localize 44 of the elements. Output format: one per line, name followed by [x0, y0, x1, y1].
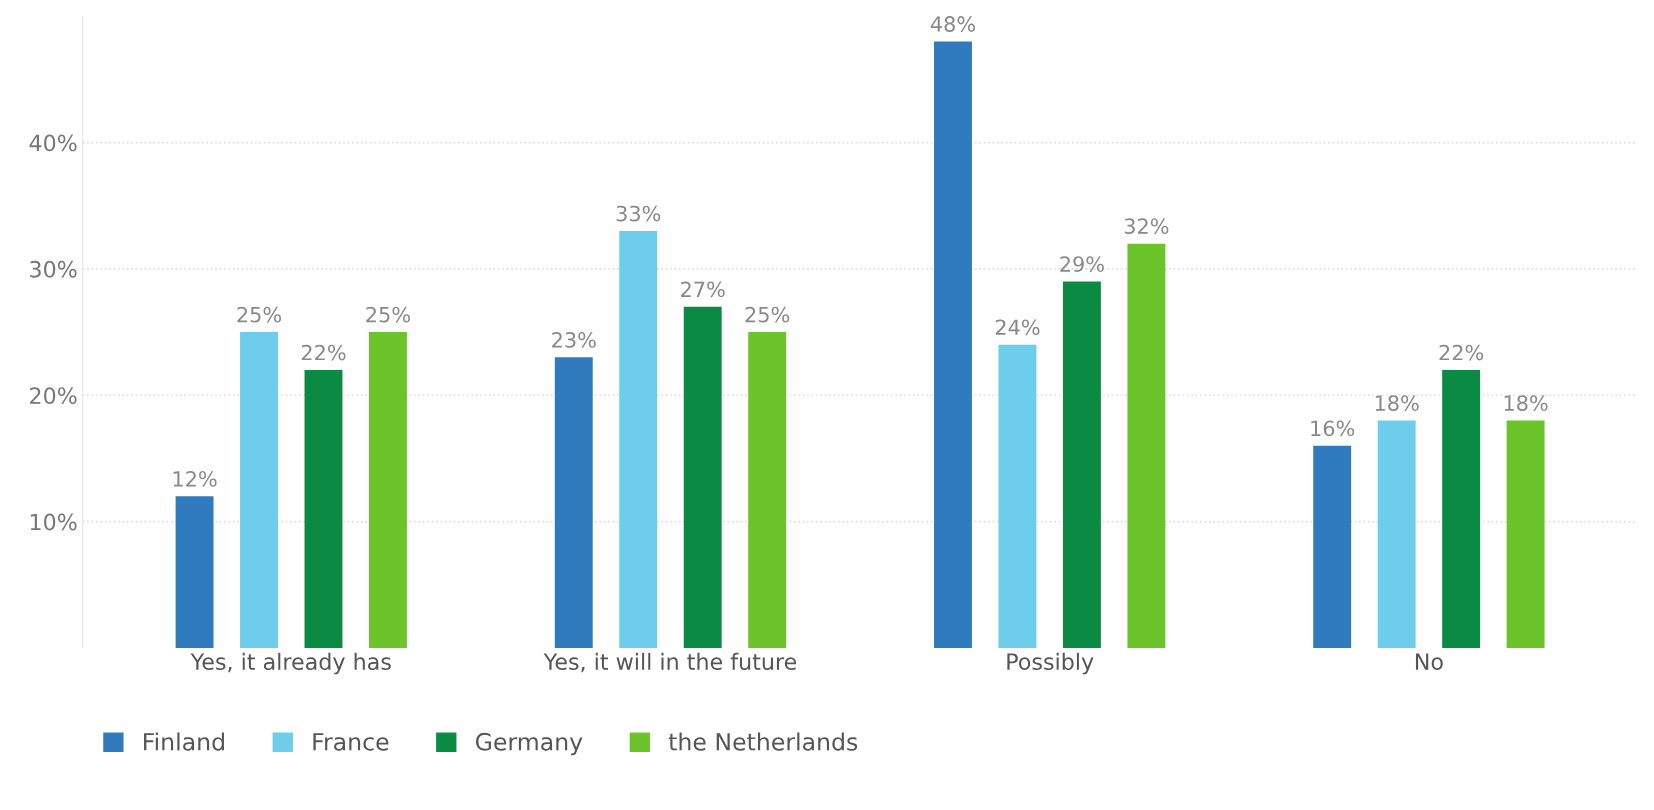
- x-tick-label: Yes, it will in the future: [543, 652, 797, 673]
- x-tick-label: Yes, it already has: [190, 652, 391, 675]
- y-tick-label: 10%: [30, 513, 77, 531]
- bar: [1062, 281, 1101, 648]
- y-tick-label: 40%: [29, 134, 77, 152]
- legend-label: Germany: [475, 732, 583, 756]
- bar: [1377, 420, 1416, 648]
- data-label: 22%: [1439, 344, 1484, 361]
- data-label: 29%: [1060, 256, 1104, 272]
- bar: [369, 332, 407, 648]
- data-label: 25%: [237, 306, 282, 323]
- data-label: 24%: [995, 319, 1040, 336]
- legend-label: France: [313, 733, 389, 751]
- data-label: 33%: [616, 205, 661, 222]
- y-tick-label: 30%: [30, 260, 77, 278]
- x-tick-label: No: [1415, 653, 1443, 671]
- data-label: 18%: [1504, 395, 1548, 411]
- legend-label: Finland: [144, 732, 224, 751]
- bar: [998, 344, 1037, 648]
- legend-label: the Netherlands: [668, 732, 858, 751]
- bar: [619, 231, 658, 648]
- bar: [934, 41, 972, 648]
- data-label: 12%: [173, 471, 217, 487]
- data-label: 32%: [1124, 218, 1169, 235]
- bar: [748, 332, 787, 648]
- data-label: 22%: [301, 344, 346, 361]
- bar: [1506, 420, 1545, 648]
- bar: [1127, 243, 1166, 648]
- bar: [1313, 445, 1352, 648]
- bar: [1442, 370, 1481, 648]
- data-label: 25%: [366, 306, 410, 323]
- data-label: 23%: [552, 332, 596, 348]
- x-tick-label: Possibly: [1007, 652, 1094, 675]
- bar: [304, 370, 343, 648]
- bar: [175, 496, 214, 648]
- data-label: 27%: [681, 281, 725, 298]
- bar: [554, 357, 593, 648]
- bar: [683, 306, 722, 648]
- data-label: 25%: [745, 306, 790, 323]
- data-label: 16%: [1311, 420, 1355, 437]
- data-label: 48%: [930, 16, 975, 32]
- bar: [240, 332, 278, 648]
- y-tick-label: 20%: [30, 387, 77, 405]
- data-label: 18%: [1375, 395, 1419, 411]
